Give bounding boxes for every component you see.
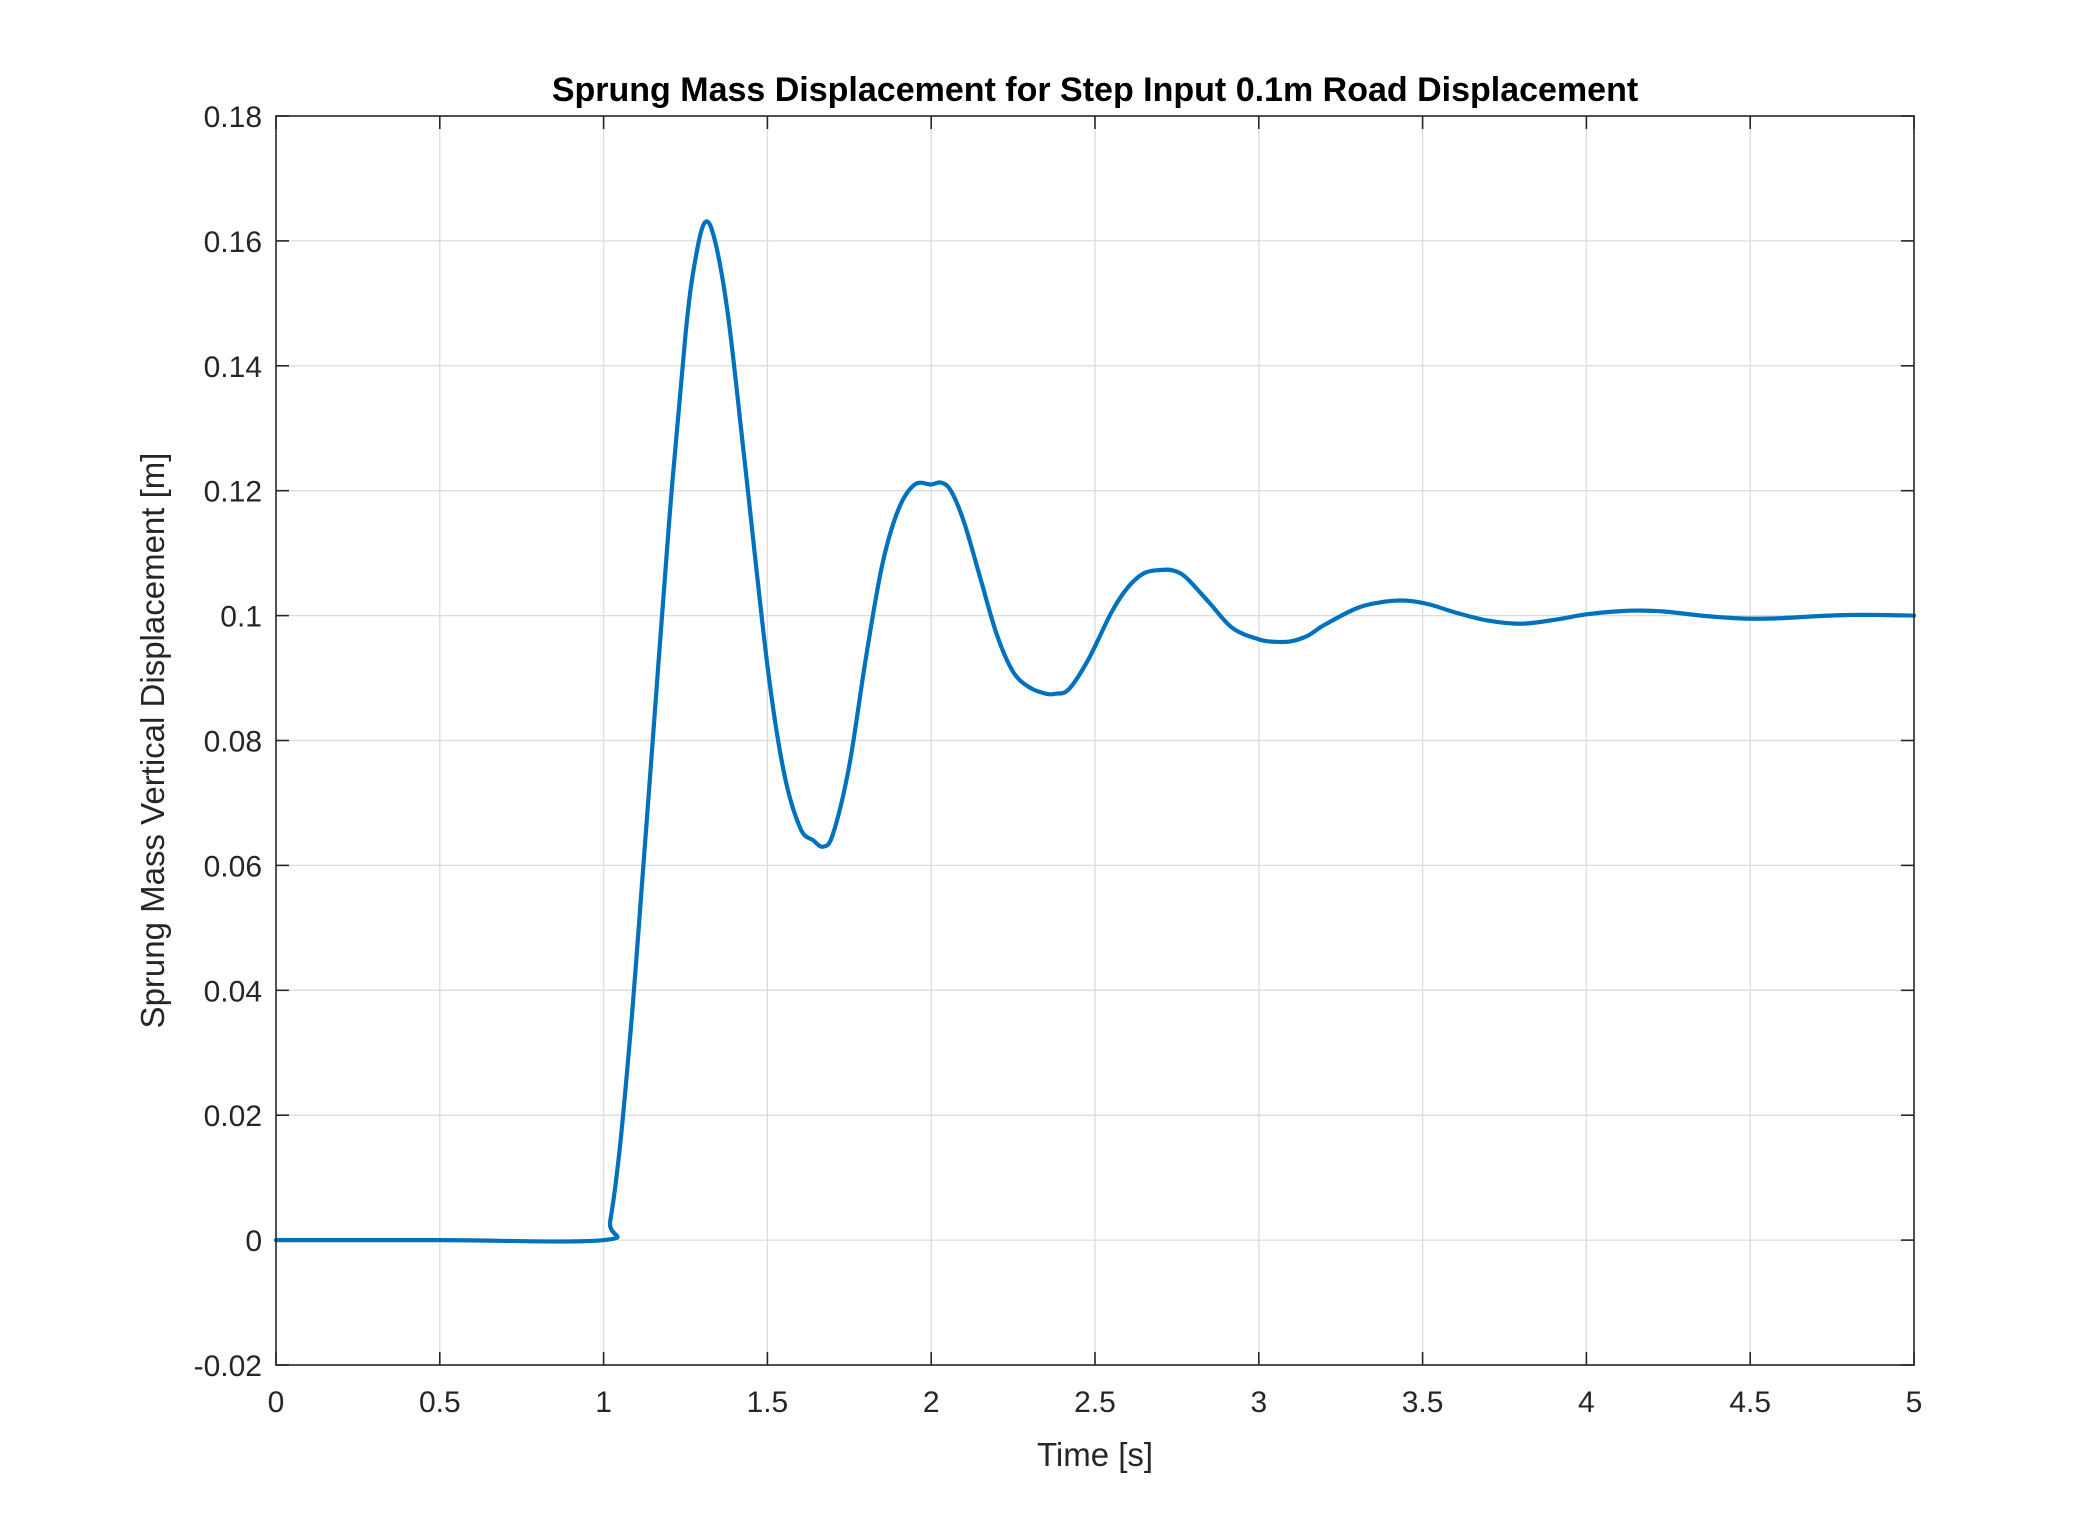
- y-tick-label: 0.12: [204, 476, 262, 509]
- axes-box: [275, 115, 1915, 1366]
- x-tick-label: 1: [595, 1386, 612, 1419]
- y-axis-title: Sprung Mass Vertical Displacement [m]: [134, 453, 171, 1029]
- x-tick-label: 1.5: [747, 1386, 789, 1419]
- y-tick-label: 0.06: [204, 850, 262, 883]
- x-tick-label: 3: [1250, 1386, 1267, 1419]
- x-tick-label: 5: [1906, 1386, 1923, 1419]
- y-tick-label: 0: [245, 1225, 262, 1258]
- y-tick-label: 0.18: [204, 101, 262, 134]
- y-tick-label: 0.04: [204, 975, 262, 1008]
- x-tick-label: 4: [1578, 1386, 1595, 1419]
- y-tick-label: 0.14: [204, 351, 262, 384]
- x-tick-labels: 0 0.5 1 1.5 2 2.5 3 3.5 4 4.5 5: [268, 1386, 1923, 1419]
- y-tick-label: 0.02: [204, 1100, 262, 1133]
- x-tick-label: 3.5: [1402, 1386, 1444, 1419]
- grid-lines: [276, 116, 1914, 1365]
- x-tick-label: 4.5: [1729, 1386, 1771, 1419]
- y-tick-label: 0.16: [204, 226, 262, 259]
- x-tick-label: 0: [268, 1386, 285, 1419]
- y-tick-label: 0.08: [204, 726, 262, 759]
- x-tick-label: 2: [923, 1386, 940, 1419]
- x-tick-label: 0.5: [419, 1386, 461, 1419]
- displacement-series-line: [273, 219, 1917, 1244]
- y-tick-labels: -0.02 0 0.02 0.04 0.06 0.08 0.1 0.12 0.14 0.16 0.1…: [194, 101, 262, 1383]
- y-tick-label: 0.1: [220, 601, 262, 634]
- chart-title: Sprung Mass Displacement for Step Input …: [552, 71, 1638, 109]
- y-tick-label: -0.02: [194, 1350, 262, 1383]
- series-layer: [273, 219, 1917, 1244]
- x-axis-title: Time [s]: [1037, 1436, 1153, 1473]
- x-tick-label: 2.5: [1074, 1386, 1116, 1419]
